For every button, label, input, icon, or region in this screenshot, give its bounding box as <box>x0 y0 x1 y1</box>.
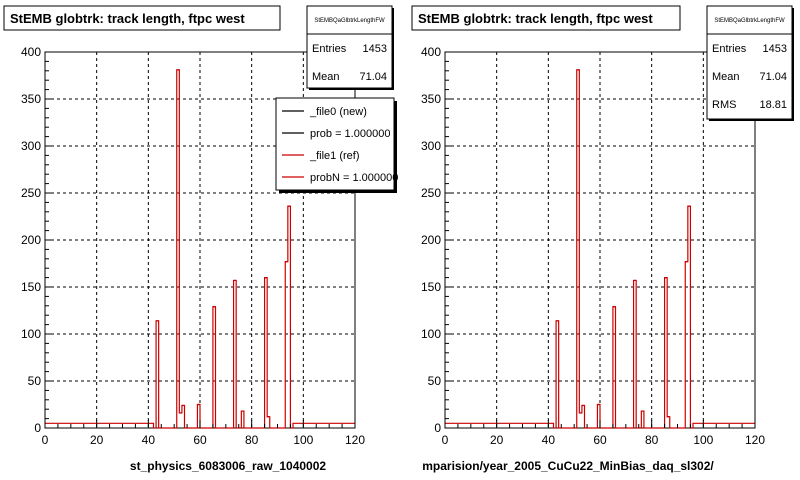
x-tick-label: 60 <box>193 433 207 447</box>
stats-value: 71.04 <box>359 71 387 83</box>
legend-box <box>275 97 395 191</box>
y-tick-label: 0 <box>434 421 441 435</box>
chart-title: StEMB globtrk: track length, ftpc west <box>418 11 653 26</box>
stats-box <box>706 5 793 120</box>
y-tick-label: 350 <box>421 92 441 106</box>
y-tick-label: 300 <box>421 139 441 153</box>
y-tick-label: 400 <box>21 45 41 59</box>
y-tick-label: 250 <box>21 186 41 200</box>
stats-value: 71.04 <box>759 71 787 83</box>
y-tick-label: 200 <box>21 233 41 247</box>
y-tick-label: 350 <box>21 92 41 106</box>
x-tick-label: 0 <box>442 433 449 447</box>
histogram-line <box>445 69 755 429</box>
chart-panel-1: 0 20 40 60 80 100 120 0 50 100 150 200 250 300 350 400 s… <box>3 5 398 473</box>
stats-box-name: StEMBQaGlbtrkLengthFW <box>714 18 785 24</box>
x-tick-label: 20 <box>90 433 104 447</box>
histogram-line <box>45 69 355 429</box>
x-tick-label: 80 <box>245 433 259 447</box>
x-tick-label: 80 <box>645 433 659 447</box>
x-tick-label: 100 <box>693 433 713 447</box>
y-tick-label: 150 <box>21 280 41 294</box>
x-axis-label: mparision/year_2005_CuCu22_MinBias_daq_s… <box>422 459 714 473</box>
x-tick-label: 20 <box>490 433 504 447</box>
legend-entry-label: _file1 (ref) <box>309 150 360 162</box>
y-tick-label: 200 <box>421 233 441 247</box>
x-tick-label: 60 <box>593 433 607 447</box>
chart-title: StEMB globtrk: track length, ftpc west <box>10 11 245 26</box>
y-tick-label: 100 <box>421 327 441 341</box>
y-tick-label: 50 <box>28 374 42 388</box>
x-tick-label: 40 <box>542 433 556 447</box>
legend-entry-label: probN = 1.000000 <box>310 172 398 184</box>
stats-label: Mean <box>312 71 340 83</box>
y-tick-label: 400 <box>421 45 441 59</box>
chart-panel-2: 0 20 40 60 80 100 120 0 50 100 150 200 250 300 350 400 m… <box>411 5 794 473</box>
stats-value: 1453 <box>363 43 387 55</box>
legend-entry-label: _file0 (new) <box>309 106 367 118</box>
x-tick-label: 0 <box>42 433 49 447</box>
x-axis-label: st_physics_6083006_raw_1040002 <box>130 459 326 473</box>
stats-label: Entries <box>312 43 347 55</box>
y-tick-label: 50 <box>428 374 442 388</box>
stats-label: Mean <box>712 71 740 83</box>
y-tick-label: 100 <box>21 327 41 341</box>
y-tick-label: 150 <box>421 280 441 294</box>
y-tick-label: 250 <box>421 186 441 200</box>
title-box <box>3 5 281 31</box>
stats-box <box>306 5 393 89</box>
x-tick-label: 120 <box>345 433 365 447</box>
x-tick-label: 40 <box>142 433 156 447</box>
stats-value: 18.81 <box>759 99 787 111</box>
stats-label: Entries <box>712 43 747 55</box>
x-tick-label: 100 <box>293 433 313 447</box>
stats-box-name: StEMBQaGlbtrkLengthFW <box>314 18 385 24</box>
stats-value: 1453 <box>763 43 787 55</box>
y-tick-label: 0 <box>34 421 41 435</box>
stats-label: RMS <box>712 99 736 111</box>
y-tick-label: 300 <box>21 139 41 153</box>
legend-entry-label: prob = 1.000000 <box>310 128 390 140</box>
title-box <box>411 5 681 31</box>
x-tick-label: 120 <box>745 433 765 447</box>
